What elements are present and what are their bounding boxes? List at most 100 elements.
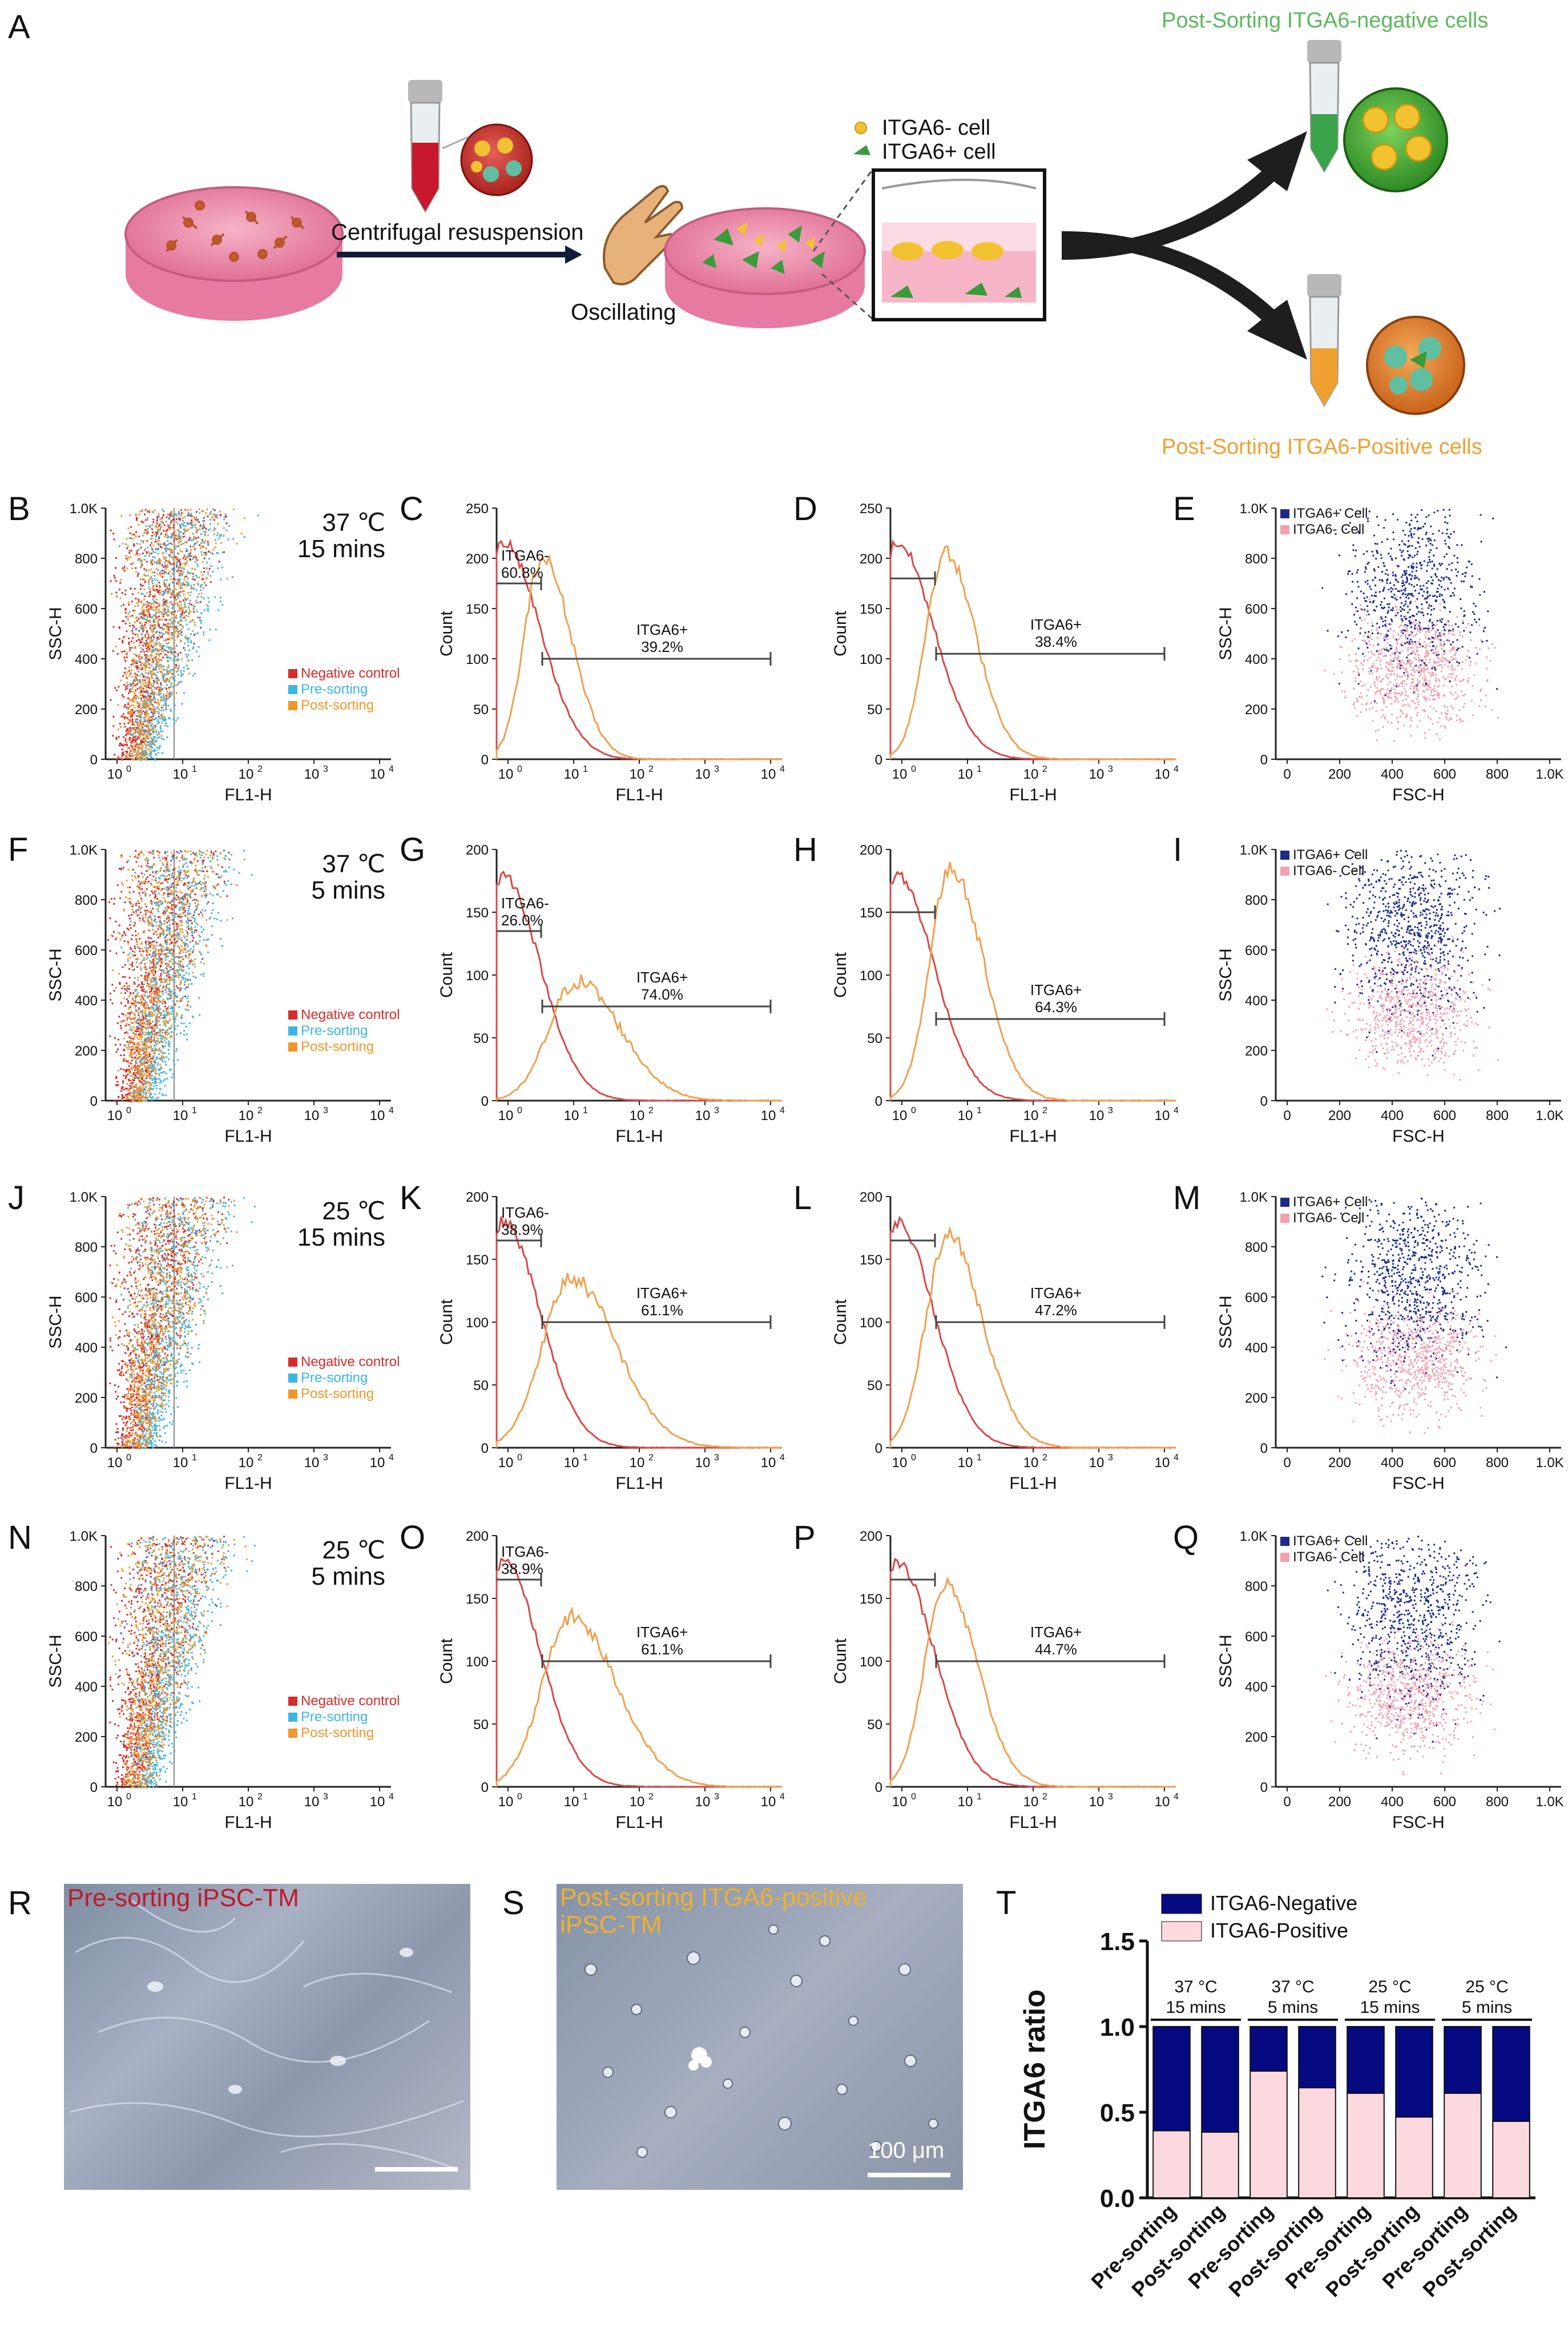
bar-y-axis-title: ITGA6 ratio — [1018, 1989, 1051, 2149]
condition-time: 5 mins — [311, 876, 385, 904]
x-tick-exponent: 0 — [517, 1106, 522, 1115]
panel-letter-k: K — [400, 1179, 422, 1217]
bar-legend-label: ITGA6-Negative — [1210, 1891, 1357, 1915]
x-tick-label: 10 — [630, 1794, 645, 1810]
x-tick-label: 10 — [370, 1108, 385, 1123]
x-tick-exponent: 1 — [192, 1453, 197, 1463]
legend-label: ITGA6+ Cell — [1293, 1194, 1368, 1210]
y-tick-label: 150 — [466, 905, 489, 921]
y-tick-label: 600 — [1245, 1290, 1268, 1306]
scatter-points — [110, 508, 259, 761]
negative-gate-percent: 38.9% — [501, 1560, 543, 1577]
y-tick-label: 200 — [860, 843, 882, 858]
x-tick-label: 10 — [958, 1455, 973, 1471]
y-tick-label: 0 — [875, 752, 882, 768]
ssc-fsc-scatter: 0 200 400 600 800 1.0K 0 200 400 600 800 1.0K FSC-H S… — [1216, 1529, 1564, 1832]
x-tick-exponent: 0 — [911, 764, 916, 774]
x-tick-exponent: 3 — [1108, 1453, 1113, 1463]
y-axis-title: Count — [437, 1638, 456, 1684]
y-axis-title: SSC-H — [1216, 607, 1235, 660]
y-tick-label: 1.0K — [70, 501, 98, 517]
y-tick-label: 150 — [466, 602, 489, 617]
x-tick-exponent: 3 — [323, 764, 328, 774]
bar-segment-itga6-negative — [1201, 2026, 1239, 2133]
x-tick-exponent: 4 — [389, 1106, 394, 1115]
x-tick-label: 10 — [761, 1108, 776, 1123]
condition-time: 5 mins — [311, 1562, 385, 1590]
x-tick-exponent: 3 — [714, 1106, 719, 1115]
y-tick-label: 600 — [1245, 943, 1268, 958]
panel-letter-j: J — [8, 1179, 25, 1217]
x-tick-exponent: 0 — [911, 1792, 916, 1802]
positive-gate-percent: 47.2% — [1035, 1302, 1077, 1319]
positive-gate-percent: 74.0% — [641, 986, 683, 1003]
x-tick-label: 10 — [107, 1794, 123, 1810]
resuspension-arrow — [337, 245, 582, 264]
y-tick-label: 200 — [860, 551, 882, 567]
fsc-points — [1325, 1536, 1501, 1775]
bar-segment-itga6-positive — [1201, 2131, 1239, 2198]
group-temperature-label: 25 °C — [1465, 1977, 1508, 1996]
x-tick-exponent: 3 — [1108, 1792, 1113, 1802]
post-neg-title: Post-Sorting ITGA6-negative cells — [1162, 9, 1488, 33]
y-axis-title: Count — [831, 1299, 850, 1345]
positive-gate-label: ITGA6+ — [1030, 1284, 1082, 1302]
x-tick-exponent: 1 — [583, 1106, 588, 1115]
y-tick-label: 0 — [875, 1441, 882, 1456]
legend-swatch — [288, 1697, 297, 1706]
bar-segment-itga6-negative — [1444, 2026, 1482, 2094]
x-tick-exponent: 2 — [648, 1106, 654, 1115]
bar-y-tick-label: 1.0 — [1100, 2013, 1135, 2041]
panel-letter-t: T — [996, 1884, 1017, 1922]
panel-letter-b: B — [8, 490, 30, 527]
y-tick-label: 200 — [75, 702, 98, 718]
x-tick-label: 10 — [1023, 1108, 1039, 1123]
y-tick-label: 800 — [75, 1240, 98, 1255]
panel-letter-g: G — [400, 831, 426, 868]
bar-segment-itga6-positive — [1395, 2116, 1433, 2198]
x-axis-title: FL1-H — [224, 1474, 272, 1493]
panel-letter-o: O — [400, 1519, 426, 1556]
x-tick-label: 800 — [1486, 767, 1509, 782]
micrograph-pre-sorting: Pre-sorting iPSC-TM — [64, 1884, 470, 2190]
group-time-label: 5 mins — [1268, 1998, 1318, 2017]
x-tick-label: 10 — [1023, 1455, 1039, 1471]
fsc-points — [1321, 1197, 1507, 1434]
x-tick-label: 10 — [958, 1794, 973, 1810]
y-tick-label: 600 — [75, 1629, 98, 1645]
negative-gate-label: ITGA6- — [501, 895, 549, 912]
x-tick-exponent: 4 — [389, 764, 394, 774]
oscillating-label: Oscillating — [571, 300, 676, 325]
bar-legend-label: ITGA6-Positive — [1210, 1919, 1348, 1942]
y-tick-label: 1.0K — [1240, 843, 1268, 858]
x-tick-label: 600 — [1433, 767, 1456, 782]
x-tick-label: 10 — [304, 767, 320, 782]
bar-y-tick-label: 0.0 — [1100, 2185, 1135, 2213]
micrograph-post-sorting: Post-sorting ITGA6-positive iPSC-TM 100 … — [557, 1884, 963, 2190]
x-tick-exponent: 4 — [780, 764, 785, 774]
x-tick-label: 400 — [1381, 1455, 1404, 1471]
y-tick-label: 150 — [860, 602, 882, 617]
condition-temperature: 37 ℃ — [322, 850, 385, 878]
x-tick-exponent: 1 — [583, 1453, 588, 1463]
x-tick-label: 10 — [695, 767, 711, 782]
x-tick-exponent: 0 — [517, 1792, 522, 1802]
condition-temperature: 37 ℃ — [322, 509, 385, 537]
negative-gate-percent: 26.0% — [501, 912, 543, 929]
legend-swatch — [288, 1042, 297, 1052]
legend-swatch — [1280, 509, 1289, 518]
bar-segment-itga6-negative — [1347, 2026, 1385, 2094]
condition-time: 15 mins — [297, 535, 385, 563]
tube-negative-icon — [1307, 40, 1448, 192]
panel-letter-r: R — [8, 1884, 32, 1922]
panel-letter-d: D — [793, 490, 817, 527]
x-tick-label: 10 — [1089, 767, 1105, 782]
y-tick-label: 0 — [875, 1780, 882, 1795]
x-axis-title: FL1-H — [224, 1813, 272, 1832]
legend-neg-cell: ITGA6- cell — [882, 116, 990, 140]
bar-segment-itga6-positive — [1249, 2071, 1288, 2198]
x-tick-label: 10 — [761, 1455, 776, 1471]
